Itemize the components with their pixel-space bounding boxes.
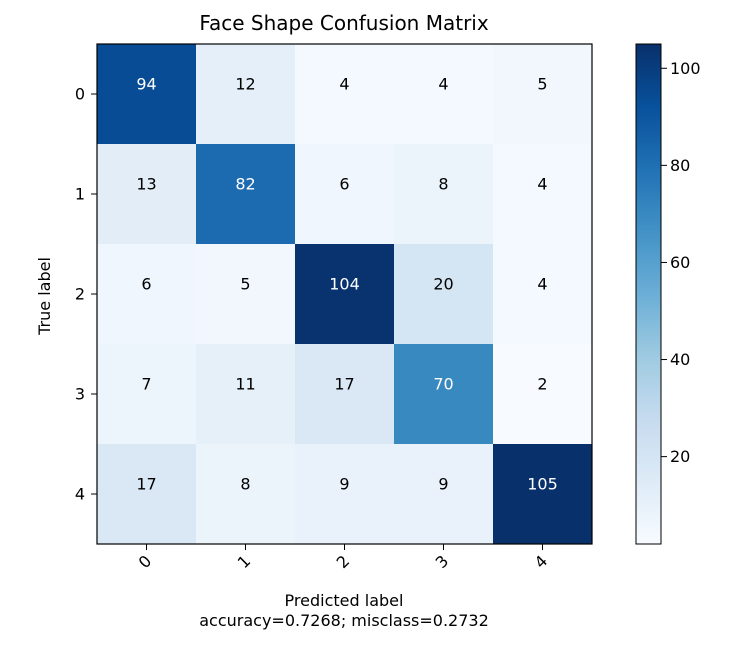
heatmap-cell-r3-c2	[295, 344, 395, 445]
y-axis-ticks: 0 1 2 3 4	[75, 85, 97, 504]
colorbar-tick-label-3: 80	[670, 156, 690, 175]
cell-value-label-r2-c4: 4	[537, 275, 547, 294]
heatmap-cell-r1-c4	[493, 144, 593, 245]
heatmap-cell-r4-c4	[493, 444, 593, 545]
heatmap-cell-r0-c3	[394, 44, 494, 145]
cell-value-label-r0-c0: 94	[136, 75, 156, 94]
heatmap-cell-r4-c2	[295, 444, 395, 545]
heatmap-cell-r1-c3	[394, 144, 494, 245]
y-tick-label-2: 2	[75, 285, 85, 304]
heatmap-cell-r0-c4	[493, 44, 593, 145]
cell-value-label-r4-c1: 8	[240, 475, 250, 494]
cell-value-label-r4-c4: 105	[527, 475, 558, 494]
cell-value-label-r0-c1: 12	[235, 75, 255, 94]
x-tick-label-4: 4	[531, 551, 552, 572]
heatmap-cell-labels: 94 12 4 4 5 13 82 6 8 4 6 5 104 20 4 7 11 17 70 2 17 8 9 9 105	[136, 75, 557, 494]
heatmap-cell-r3-c3	[394, 344, 494, 445]
cell-value-label-r1-c4: 4	[537, 175, 547, 194]
colorbar-tick-label-0: 20	[670, 447, 690, 466]
cell-value-label-r3-c0: 7	[141, 375, 151, 394]
cell-value-label-r0-c2: 4	[339, 75, 349, 94]
cell-value-label-r0-c4: 5	[537, 75, 547, 94]
cell-value-label-r3-c4: 2	[537, 375, 547, 394]
heatmap-cell-r1-c0	[97, 144, 197, 245]
y-tick-label-4: 4	[75, 485, 85, 504]
chart-title: Face Shape Confusion Matrix	[199, 11, 489, 35]
heatmap-cell-r0-c0	[97, 44, 197, 145]
x-axis-label: Predicted label	[285, 591, 404, 610]
cell-value-label-r3-c2: 17	[334, 375, 354, 394]
x-axis-ticks: 0 1 2 3 4	[135, 544, 552, 572]
heatmap-cell-r2-c0	[97, 244, 197, 345]
cell-value-label-r1-c2: 6	[339, 175, 349, 194]
cell-value-label-r4-c3: 9	[438, 475, 448, 494]
cell-value-label-r2-c3: 20	[433, 275, 453, 294]
y-tick-label-3: 3	[75, 385, 85, 404]
colorbar	[635, 43, 662, 545]
heatmap-cell-r2-c4	[493, 244, 593, 345]
heatmap-cell-r4-c0	[97, 444, 197, 545]
colorbar-tick-label-1: 40	[670, 350, 690, 369]
x-tick-label-1: 1	[234, 551, 255, 572]
accuracy-footer: accuracy=0.7268; misclass=0.2732	[199, 611, 489, 630]
heatmap-cell-r3-c0	[97, 344, 197, 445]
heatmap-cell-r2-c2	[295, 244, 395, 345]
cell-value-label-r3-c3: 70	[433, 375, 453, 394]
heatmap-cell-r0-c1	[196, 44, 296, 145]
cell-value-label-r2-c2: 104	[329, 275, 360, 294]
heatmap-cell-r4-c1	[196, 444, 296, 545]
x-tick-label-0: 0	[135, 551, 156, 572]
cell-value-label-r0-c3: 4	[438, 75, 448, 94]
y-axis-label: True label	[35, 257, 54, 336]
y-tick-label-1: 1	[75, 185, 85, 204]
x-tick-label-3: 3	[432, 551, 453, 572]
heatmap-cell-r3-c4	[493, 344, 593, 445]
cell-value-label-r1-c1: 82	[235, 175, 255, 194]
cell-value-label-r2-c1: 5	[240, 275, 250, 294]
cell-value-label-r1-c3: 8	[438, 175, 448, 194]
heatmap-cell-r2-c3	[394, 244, 494, 345]
colorbar-tick-label-2: 60	[670, 253, 690, 272]
heatmap-cell-r3-c1	[196, 344, 296, 445]
cell-value-label-r4-c2: 9	[339, 475, 349, 494]
x-tick-label-2: 2	[333, 551, 354, 572]
heatmap-cell-r1-c1	[196, 144, 296, 245]
cell-value-label-r1-c0: 13	[136, 175, 156, 194]
cell-value-label-r4-c0: 17	[136, 475, 156, 494]
heatmap-cell-r1-c2	[295, 144, 395, 245]
colorbar-ticks: 20 40 60 80 100	[661, 59, 701, 466]
cell-value-label-r2-c0: 6	[141, 275, 151, 294]
colorbar-tick-label-4: 100	[670, 59, 701, 78]
heatmap-cell-r0-c2	[295, 44, 395, 145]
heatmap-cells	[97, 44, 593, 545]
cell-value-label-r3-c1: 11	[235, 375, 255, 394]
y-tick-label-0: 0	[75, 85, 85, 104]
heatmap-cell-r2-c1	[196, 244, 296, 345]
heatmap-cell-r4-c3	[394, 444, 494, 545]
